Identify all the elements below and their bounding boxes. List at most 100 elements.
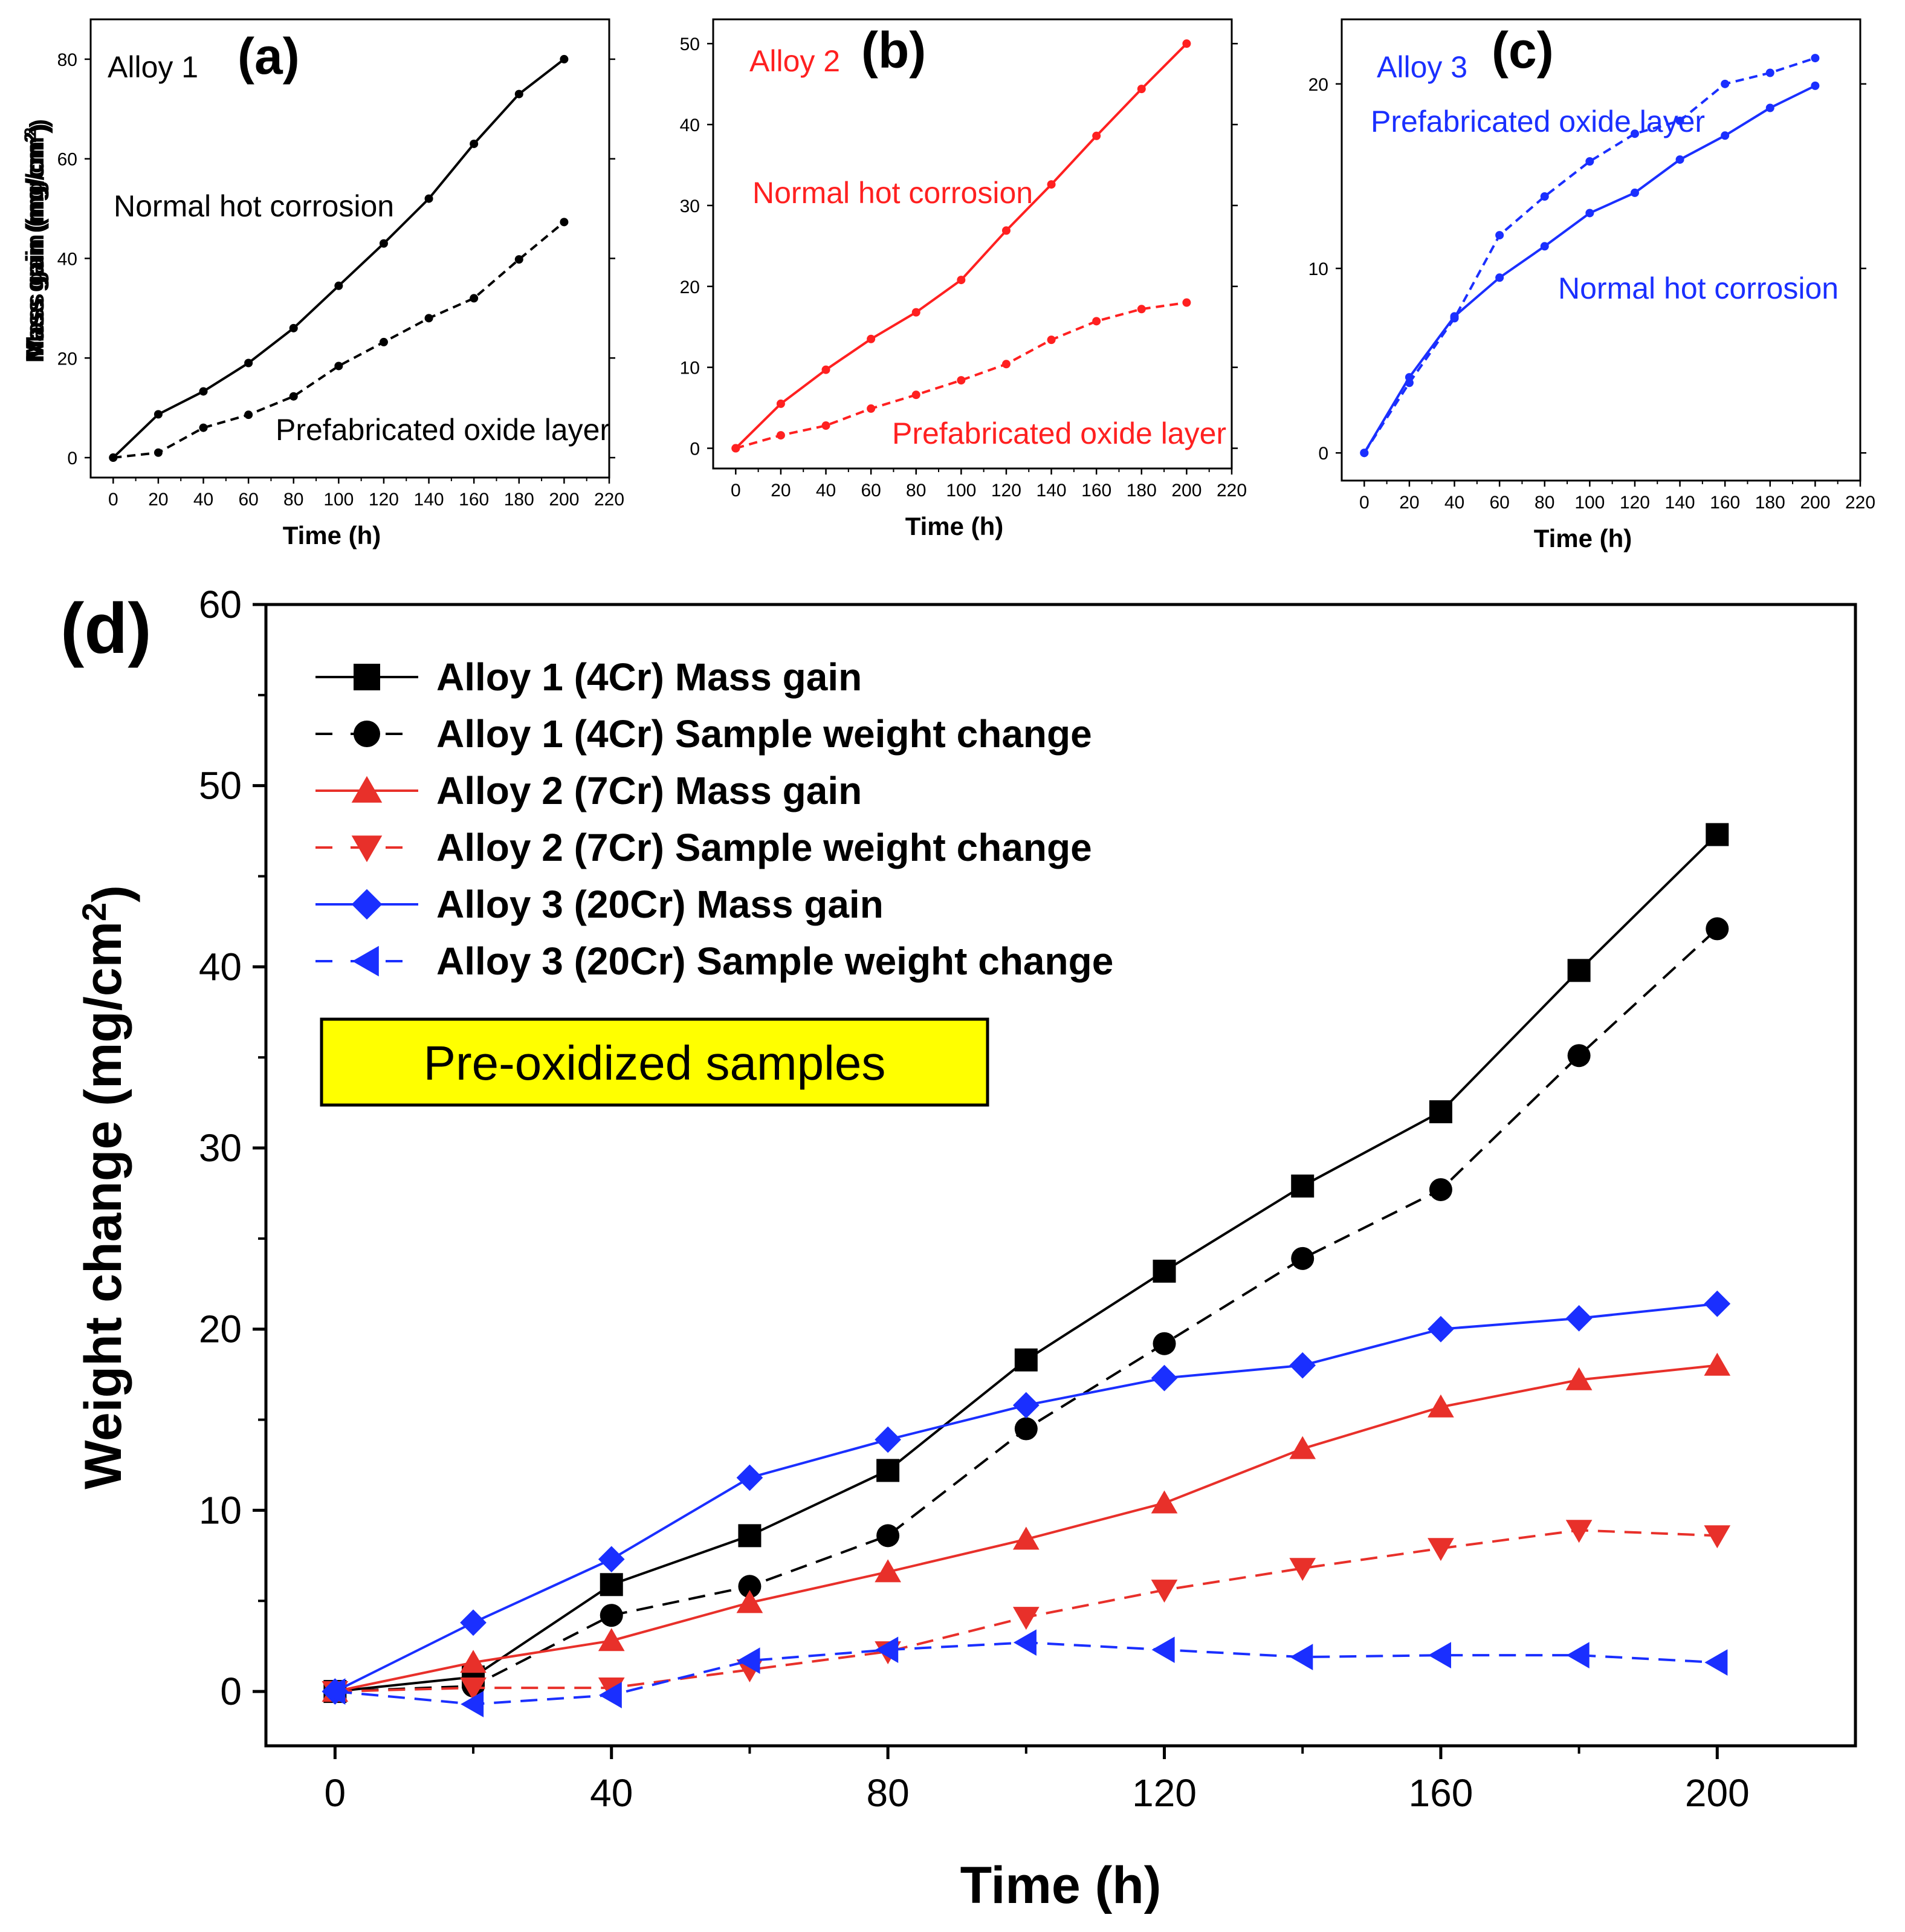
marker-triangle-down [1565, 1520, 1593, 1543]
marker-triangle-left [737, 1647, 760, 1674]
x-tick-label: 80 [1535, 493, 1554, 513]
marker-triangle-up [1565, 1367, 1593, 1390]
series-annotation: Prefabricated oxide layer [276, 413, 610, 447]
x-tick-label: 40 [590, 1771, 633, 1815]
series-line [1363, 85, 1816, 454]
marker-triangle-left [1704, 1649, 1728, 1676]
panel-b: 0 20 40 60 80 100 120 140 160 180 200 2200102030405… [21, 18, 1247, 540]
data-point [867, 404, 876, 413]
data-point [514, 255, 523, 264]
x-tick-label: 20 [771, 481, 791, 501]
data-point [1585, 209, 1594, 218]
x-tick-label: 100 [323, 490, 354, 510]
data-point [776, 399, 785, 408]
marker-diamond [1151, 1364, 1178, 1392]
data-point [1001, 226, 1011, 235]
series-annotation: Prefabricated oxide layer [892, 417, 1226, 450]
marker-square [1706, 823, 1729, 846]
series-annotation: Normal hot corrosion [114, 189, 394, 223]
y-tick-label: 40 [57, 249, 77, 269]
data-point [560, 54, 569, 63]
legend-label: Alloy 3 (20Cr) Sample weight change [436, 939, 1113, 983]
y-tick-label: 20 [57, 349, 77, 369]
data-point [199, 423, 208, 432]
y-tick-label: 10 [1308, 259, 1328, 279]
marker-triangle-down [1289, 1558, 1316, 1581]
legend-label: Alloy 1 (4Cr) Sample weight change [436, 712, 1092, 756]
y-tick-label: 50 [199, 764, 242, 808]
data-point [957, 376, 966, 385]
data-point [1811, 81, 1820, 90]
marker-triangle-down [1151, 1580, 1178, 1603]
x-tick-label: 0 [325, 1771, 346, 1815]
data-point [957, 276, 966, 285]
data-point [379, 239, 388, 248]
x-tick-label: 80 [283, 490, 303, 510]
legend: Alloy 1 (4Cr) Mass gain Alloy 1 (4Cr) Sam… [315, 655, 1113, 983]
marker-triangle-left [598, 1682, 622, 1708]
boxed-label: Pre-oxidized samples [424, 1036, 886, 1090]
marker-triangle-down [1012, 1607, 1040, 1630]
marker-triangle-left [352, 945, 379, 977]
marker-triangle-left [1013, 1629, 1037, 1656]
data-point [1137, 85, 1146, 94]
x-tick-label: 220 [594, 490, 624, 510]
data-point [1540, 192, 1549, 201]
marker-triangle-up [875, 1559, 901, 1583]
panel-c: 0 20 40 60 80 100 120 140 160 180 200 22001020Time … [21, 18, 1875, 553]
y-axis-title: Mass gain (mg/cm2) [21, 119, 53, 357]
x-tick-label: 160 [1710, 493, 1740, 513]
marker-circle [738, 1575, 762, 1598]
marker-triangle-left [1151, 1636, 1175, 1664]
x-tick-label: 180 [504, 490, 534, 510]
x-tick-label: 100 [1574, 493, 1605, 513]
panel-d: 0 40 80 120 160 200 0 10 20 30 40 50 60 Time (h) Weigh… [60, 583, 1857, 1914]
marker-triangle-left [322, 1678, 346, 1705]
x-tick-label: 100 [946, 481, 976, 501]
data-point [1182, 298, 1191, 307]
data-point [1811, 54, 1820, 63]
series-2 [322, 1352, 1731, 1702]
x-tick-label: 200 [1171, 481, 1202, 501]
data-point [1585, 157, 1594, 166]
x-tick-label: 40 [193, 490, 213, 510]
x-tick-label: 120 [1620, 493, 1650, 513]
marker-triangle-down [351, 835, 383, 863]
data-point [821, 421, 830, 430]
data-point [1182, 39, 1191, 48]
y-tick-label: 60 [199, 583, 242, 626]
series-line [734, 42, 1188, 449]
marker-circle [1567, 1044, 1591, 1068]
x-axis-title: Time (h) [1534, 524, 1632, 553]
marker-triangle-up [460, 1650, 487, 1673]
x-axis-title: Time (h) [905, 512, 1004, 540]
marker-diamond [1704, 1290, 1731, 1317]
marker-diamond [1289, 1352, 1316, 1379]
data-point [109, 453, 118, 462]
plot-frame [89, 18, 610, 479]
data-point [289, 323, 298, 332]
y-tick-label: 60 [57, 150, 77, 170]
alloy-label: Alloy 3 [1377, 50, 1467, 84]
data-point [244, 358, 253, 368]
alloy-label: Alloy 2 [749, 44, 840, 78]
series-annotation: Prefabricated oxide layer [1371, 105, 1705, 138]
data-point [1137, 305, 1146, 314]
alloy-label: Alloy 1 [108, 50, 198, 84]
marker-triangle-left [461, 1691, 484, 1717]
series-annotation: Normal hot corrosion [752, 176, 1033, 210]
x-tick-label: 120 [991, 481, 1021, 501]
y-tick-label: 40 [680, 115, 700, 135]
data-point [1721, 79, 1730, 88]
x-tick-label: 60 [1489, 493, 1509, 513]
data-point [199, 387, 208, 396]
y-tick-label: 80 [57, 50, 77, 70]
marker-triangle-up [1151, 1490, 1178, 1514]
panel-a: 0 20 40 60 80 100 120 140 160 180 200 220 0 20 40 60 80 T… [21, 18, 624, 549]
data-point [1675, 155, 1684, 164]
marker-diamond [460, 1609, 487, 1636]
data-point [1540, 242, 1549, 251]
marker-triangle-up [1289, 1436, 1316, 1459]
marker-circle [600, 1604, 623, 1627]
